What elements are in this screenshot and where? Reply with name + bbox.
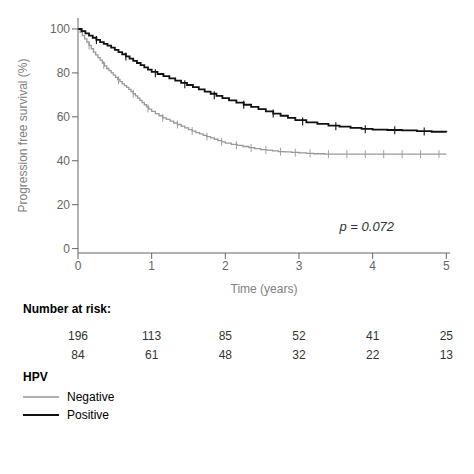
svg-text:0: 0 bbox=[75, 259, 82, 273]
svg-text:2: 2 bbox=[222, 259, 229, 273]
html-text:Positive: Positive bbox=[67, 408, 109, 422]
svg-text:41: 41 bbox=[366, 329, 380, 343]
html-text:Number at risk:: Number at risk: bbox=[23, 302, 111, 316]
svg-text:61: 61 bbox=[145, 348, 159, 362]
svg-text:Time (years): Time (years) bbox=[231, 282, 298, 296]
svg-text:84: 84 bbox=[71, 348, 85, 362]
html-text:Negative: Negative bbox=[67, 390, 115, 404]
svg-text:13: 13 bbox=[440, 348, 454, 362]
svg-text:20: 20 bbox=[57, 198, 71, 212]
svg-text:60: 60 bbox=[57, 110, 71, 124]
html-text:HPV: HPV bbox=[23, 370, 48, 384]
svg-text:1: 1 bbox=[148, 259, 155, 273]
svg-text:85: 85 bbox=[219, 329, 233, 343]
svg-text:80: 80 bbox=[57, 66, 71, 80]
svg-text:5: 5 bbox=[443, 259, 450, 273]
svg-text:100: 100 bbox=[50, 22, 70, 36]
svg-text:3: 3 bbox=[296, 259, 303, 273]
svg-text:196: 196 bbox=[68, 329, 88, 343]
svg-text:25: 25 bbox=[440, 329, 454, 343]
svg-text:40: 40 bbox=[57, 154, 71, 168]
svg-text:4: 4 bbox=[369, 259, 376, 273]
svg-text:Progression free survival (%): Progression free survival (%) bbox=[16, 58, 30, 212]
svg-text:32: 32 bbox=[292, 348, 306, 362]
svg-text:52: 52 bbox=[292, 329, 306, 343]
svg-text:48: 48 bbox=[219, 348, 233, 362]
svg-text:0: 0 bbox=[63, 242, 70, 256]
svg-text:113: 113 bbox=[142, 329, 161, 343]
svg-text:22: 22 bbox=[366, 348, 380, 362]
svg-text:p = 0.072: p = 0.072 bbox=[339, 219, 395, 234]
